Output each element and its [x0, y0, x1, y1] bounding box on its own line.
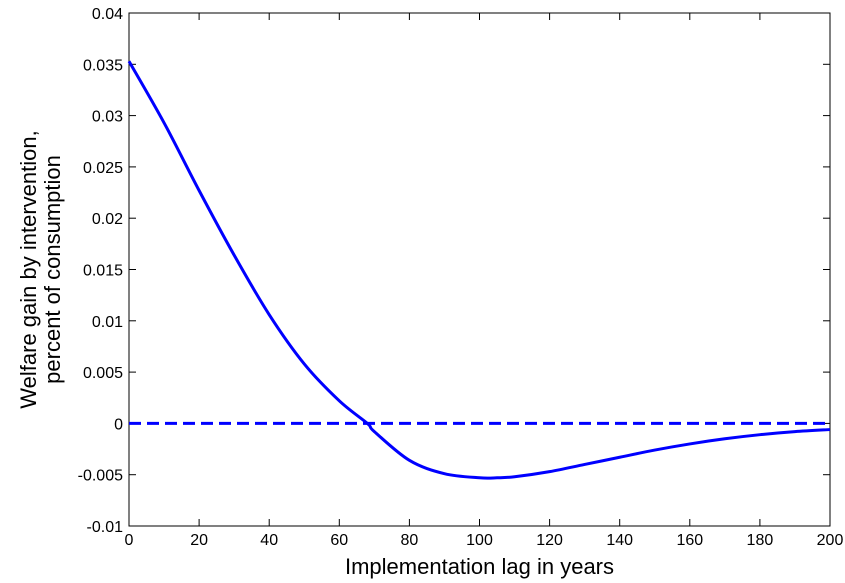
x-tick-label: 160	[676, 532, 703, 549]
tick-marks	[128, 12, 831, 527]
y-tick-label: 0.035	[83, 57, 123, 74]
x-tick-label: 140	[606, 532, 633, 549]
y-tick-label: 0.02	[92, 211, 123, 228]
x-tick-labels: 0 20 40 60 80 100 120 140 160 180 200	[125, 532, 844, 549]
x-tick-label: 200	[817, 532, 844, 549]
y-tick-label: 0.01	[92, 314, 123, 331]
x-tick-label: 60	[330, 532, 348, 549]
x-tick-label: 120	[536, 532, 563, 549]
welfare-gain-curve	[127, 60, 831, 480]
y-tick-label: -0.01	[87, 519, 124, 536]
y-tick-label: 0.025	[83, 160, 123, 177]
y-axis-title-line-1: Welfare gain by intervention,	[16, 130, 41, 408]
y-axis-title-line-2: percent of consumption	[40, 155, 65, 384]
plot-area	[128, 12, 831, 527]
x-tick-label: 20	[190, 532, 208, 549]
y-tick-label: 0.03	[92, 109, 123, 126]
y-tick-label: 0.005	[83, 365, 123, 382]
x-tick-label: 100	[466, 532, 493, 549]
x-tick-label: 40	[260, 532, 278, 549]
x-axis-title: Implementation lag in years	[345, 554, 614, 579]
x-tick-label: 180	[747, 532, 774, 549]
y-tick-label: 0.015	[83, 263, 123, 280]
x-tick-label: 80	[401, 532, 419, 549]
y-tick-label: 0	[114, 416, 123, 433]
y-tick-label: 0.04	[92, 6, 123, 23]
series-layer	[127, 60, 831, 480]
y-tick-label: -0.005	[78, 468, 123, 485]
x-tick-label: 0	[125, 532, 134, 549]
y-tick-labels: -0.01 -0.005 0 0.005 0.01 0.015 0.02 0.025 0.03 0…	[78, 6, 123, 536]
